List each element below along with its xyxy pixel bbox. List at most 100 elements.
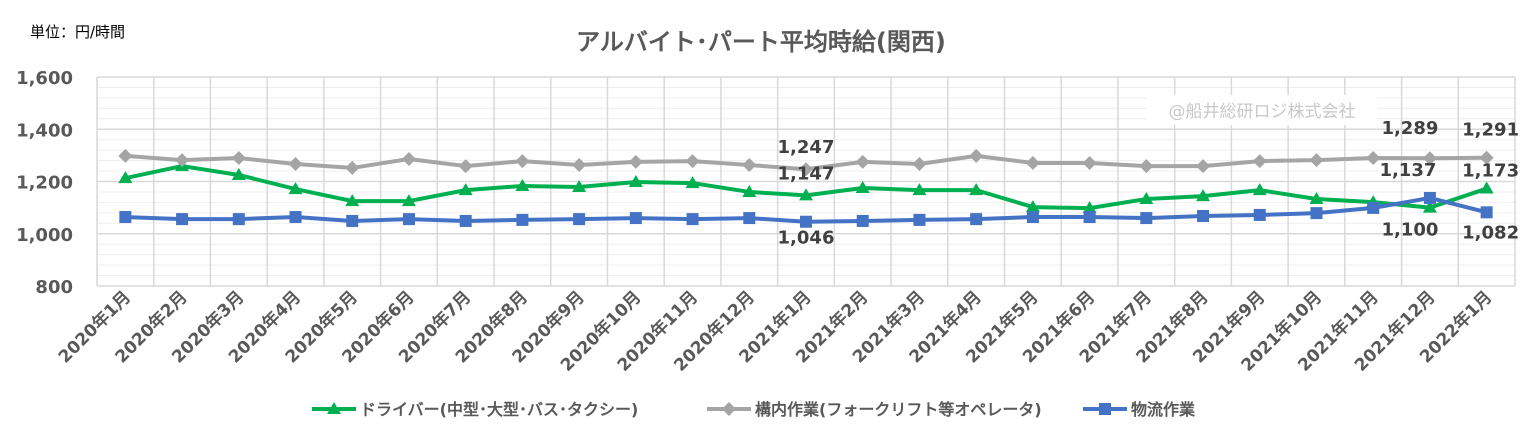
legend-label: ドライバー(中型･大型･バス･タクシー) (360, 400, 638, 419)
data-point-triangle (118, 171, 133, 184)
data-point-diamond (1479, 150, 1494, 165)
data-point-triangle (742, 184, 757, 197)
data-point-square (1026, 211, 1039, 224)
data-point-square (1140, 212, 1153, 225)
data-point-diamond (345, 160, 360, 175)
data-point-diamond (799, 162, 813, 177)
data-point-square (913, 213, 926, 226)
x-axis: 2020年1月2020年2月2020年3月2020年4月2020年5月2020年… (54, 287, 1496, 376)
data-point-triangle (799, 188, 813, 201)
data-point-square (289, 211, 302, 224)
data-point-square (1480, 206, 1493, 219)
data-point-square (629, 212, 642, 225)
data-point-square (573, 213, 586, 226)
data-point-triangle (572, 179, 587, 192)
data-point-triangle (401, 194, 416, 207)
data-point-diamond (628, 154, 643, 169)
data-point-diamond (118, 148, 133, 163)
data-point-triangle (1196, 189, 1211, 202)
data-point-square (402, 213, 415, 226)
data-point-square (856, 214, 869, 227)
watermark: @船井総研ロジ株式会社 (1169, 102, 1356, 122)
y-tick-label: 1,400 (16, 120, 73, 141)
data-point-diamond (1139, 159, 1154, 174)
data-point-square (1253, 208, 1266, 221)
data-point-diamond (969, 148, 984, 163)
data-point-square (459, 214, 472, 227)
data-point-diamond (685, 154, 700, 169)
data-label: 1,046 (778, 228, 835, 249)
data-point-diamond (515, 154, 530, 169)
data-point-square (232, 213, 245, 226)
data-point-triangle (1252, 183, 1267, 196)
data-point-triangle (1139, 192, 1154, 205)
data-point-diamond (722, 402, 736, 416)
unit-label: 単位：円/時間 (30, 23, 125, 41)
data-point-triangle (327, 402, 341, 414)
data-point-triangle (458, 183, 473, 196)
data-label: 1,289 (1381, 118, 1438, 139)
data-point-diamond (175, 153, 190, 168)
data-point-diamond (572, 158, 587, 173)
data-point-triangle (969, 183, 984, 196)
data-point-diamond (231, 150, 246, 165)
series-group (118, 148, 1494, 228)
data-point-triangle (231, 167, 246, 180)
data-point-square (119, 211, 132, 224)
data-point-triangle (1082, 201, 1097, 214)
grid (96, 76, 1516, 287)
y-tick-label: 1,600 (16, 68, 73, 89)
data-point-square (1367, 201, 1380, 214)
data-point-diamond (1422, 151, 1437, 166)
data-label: 1,147 (778, 163, 835, 184)
data-point-square (1197, 209, 1210, 222)
data-label: 1,137 (1379, 160, 1436, 181)
data-label: 1,082 (1462, 222, 1519, 243)
data-point-triangle (515, 178, 530, 191)
data-point-diamond (458, 159, 473, 174)
data-point-square (1423, 191, 1436, 204)
data-point-triangle (685, 176, 700, 189)
series-line-group (118, 148, 1494, 177)
data-point-triangle (1479, 181, 1494, 194)
data-point-square (346, 214, 359, 227)
data-point-triangle (288, 182, 303, 195)
data-labels: 1,247 1,147 1,046 1,289 1,137 1,100 1,291 1,173… (778, 118, 1520, 248)
legend-label: 構内作業(フォークリフト等オペレータ) (755, 400, 1042, 419)
data-point-diamond (1082, 155, 1097, 170)
data-point-triangle (628, 175, 643, 188)
data-point-triangle (855, 181, 870, 194)
y-tick-label: 800 (35, 277, 73, 298)
chart-title: アルバイト･パート平均時給(関西) (576, 28, 946, 56)
data-label: 1,247 (778, 137, 835, 158)
data-point-diamond (912, 156, 927, 171)
data-label: 1,100 (1381, 220, 1438, 241)
watermark-box (1147, 95, 1377, 125)
data-point-diamond (1025, 155, 1040, 170)
legend: ドライバー(中型･大型･バス･タクシー) 構内作業(フォークリフト等オペレータ) 物… (312, 400, 1196, 419)
data-point-square (1310, 207, 1323, 220)
data-point-square (743, 212, 756, 225)
data-label: 1,173 (1462, 161, 1519, 182)
data-point-diamond (288, 156, 303, 171)
y-tick-label: 1,000 (16, 225, 73, 246)
data-point-square (686, 213, 699, 226)
data-point-square (1099, 403, 1111, 415)
data-point-triangle (1309, 192, 1324, 205)
data-point-triangle (912, 183, 927, 196)
data-point-square (1083, 211, 1096, 224)
data-point-triangle (1422, 200, 1437, 213)
y-axis: 800 1,000 1,200 1,400 1,600 (16, 68, 73, 298)
data-point-square (970, 213, 983, 226)
data-point-diamond (855, 154, 870, 169)
legend-label: 物流作業 (1131, 400, 1196, 419)
data-point-diamond (742, 158, 757, 173)
data-point-diamond (1196, 159, 1211, 174)
data-point-square (176, 213, 189, 226)
data-point-diamond (401, 152, 416, 167)
data-point-square (516, 213, 529, 226)
data-label: 1,291 (1462, 120, 1519, 141)
data-point-triangle (1025, 200, 1040, 213)
data-point-diamond (1252, 154, 1267, 169)
